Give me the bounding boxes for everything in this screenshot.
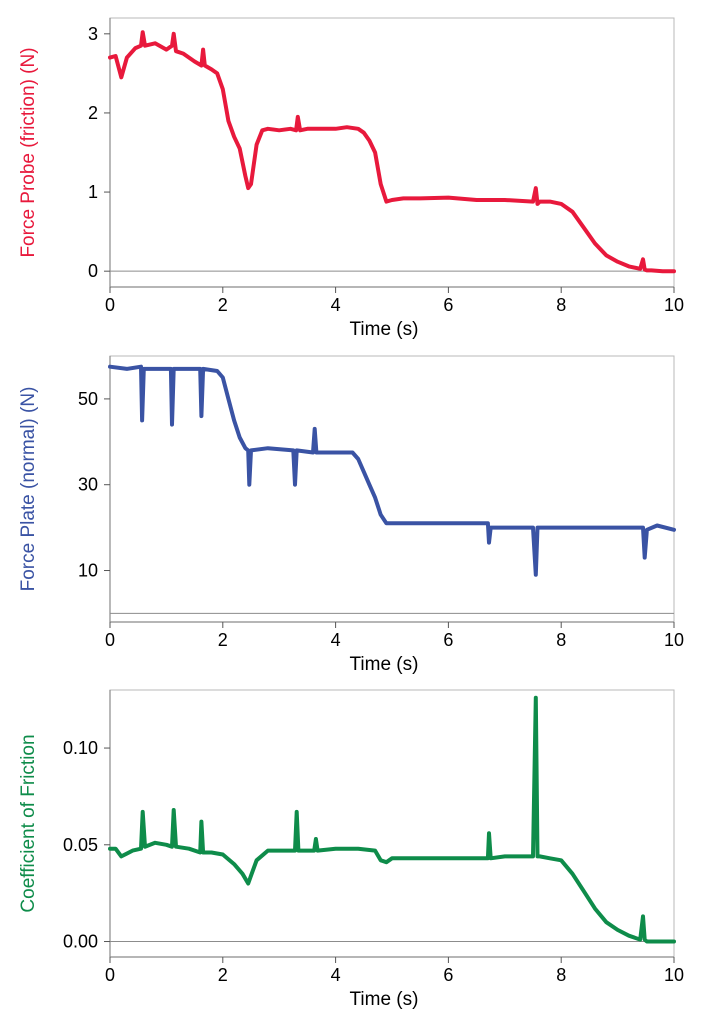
x-tick-label: 2: [218, 965, 228, 985]
x-tick-label: 0: [105, 965, 115, 985]
chart-panel-2: 0 2 4 6 8 10 10 30 50 Time (s) Force Plate (normal…: [18, 355, 684, 675]
series-line-1: [108, 695, 676, 944]
y-tick-label: 0: [88, 261, 98, 281]
plot-frame: [109, 17, 675, 288]
x-tick-label: 8: [556, 630, 566, 650]
y-tick-label: 1: [88, 182, 98, 202]
x-tick-label: 2: [218, 630, 228, 650]
x-tick-label: 10: [664, 965, 684, 985]
x-tick-label: 6: [443, 295, 453, 315]
x-tick-label: 10: [664, 630, 684, 650]
x-tick-label: 6: [443, 965, 453, 985]
x-tick-label: 2: [218, 295, 228, 315]
x-tick-label: 8: [556, 965, 566, 985]
y-axis-title: Coefficient of Friction: [18, 734, 39, 912]
x-axis-title: Time (s): [350, 319, 419, 340]
x-axis-title: Time (s): [350, 654, 419, 675]
series-line-1: [108, 364, 676, 577]
x-tick-label: 8: [556, 295, 566, 315]
y-tick-label: 2: [88, 103, 98, 123]
x-tick-label: 10: [664, 295, 684, 315]
y-tick-label: 0.10: [63, 738, 98, 758]
x-tick-label: 6: [443, 630, 453, 650]
y-axis-title: Force Plate (normal) (N): [18, 387, 39, 592]
plot-frame: [109, 689, 675, 958]
y-tick-label: 0.05: [63, 835, 98, 855]
y-tick-label: 3: [88, 24, 98, 44]
y-tick-label: 30: [78, 475, 98, 495]
plot-frame: [109, 355, 675, 623]
y-axis-title: Force Probe (friction) (N): [18, 47, 39, 257]
x-axis-title: Time (s): [350, 989, 419, 1010]
x-tick-label: 4: [331, 965, 341, 985]
x-tick-label: 0: [105, 630, 115, 650]
y-tick-label: 10: [78, 561, 98, 581]
y-tick-label: 50: [78, 389, 98, 409]
x-tick-label: 4: [331, 630, 341, 650]
y-tick-label: 0.00: [63, 932, 98, 952]
x-tick-label: 4: [331, 295, 341, 315]
chart-panel-3: 0 2 4 6 8 10 0.00 0.05 0.10 Time (s) Coefficient o…: [18, 689, 684, 1010]
x-tick-label: 0: [105, 295, 115, 315]
chart-panel-1: 0 2 4 6 8 10 0 1 2 3 Time (s) Force Probe (friction…: [18, 17, 684, 340]
series-line-1: [108, 30, 676, 274]
